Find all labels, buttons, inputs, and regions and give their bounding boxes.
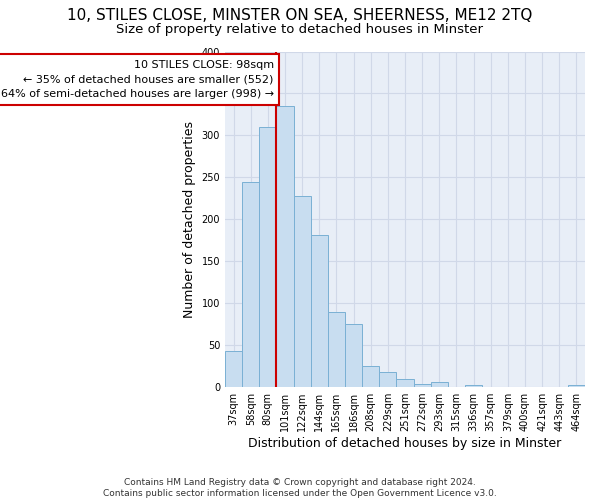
Bar (379, 372, 397, 387)
Bar (242, 182, 259, 387)
Text: 10, STILES CLOSE, MINSTER ON SEA, SHEERNESS, ME12 2TQ: 10, STILES CLOSE, MINSTER ON SEA, SHEERN… (67, 8, 533, 22)
Text: Contains HM Land Registry data © Crown copyright and database right 2024.
Contai: Contains HM Land Registry data © Crown c… (103, 478, 497, 498)
Bar (362, 366, 379, 387)
Bar (465, 386, 482, 387)
Bar (225, 351, 242, 387)
X-axis label: Distribution of detached houses by size in Minster: Distribution of detached houses by size … (248, 437, 562, 450)
Bar (293, 196, 311, 387)
Text: 10 STILES CLOSE: 98sqm
← 35% of detached houses are smaller (552)
64% of semi-de: 10 STILES CLOSE: 98sqm ← 35% of detached… (1, 60, 274, 100)
Text: Size of property relative to detached houses in Minster: Size of property relative to detached ho… (116, 22, 484, 36)
Bar (259, 127, 277, 387)
Bar (311, 235, 328, 387)
Bar (413, 384, 431, 387)
Bar (277, 106, 293, 387)
Bar (345, 324, 362, 387)
Bar (568, 384, 585, 387)
Bar (431, 382, 448, 387)
Bar (328, 312, 345, 387)
Bar (397, 378, 413, 387)
Y-axis label: Number of detached properties: Number of detached properties (183, 121, 196, 318)
